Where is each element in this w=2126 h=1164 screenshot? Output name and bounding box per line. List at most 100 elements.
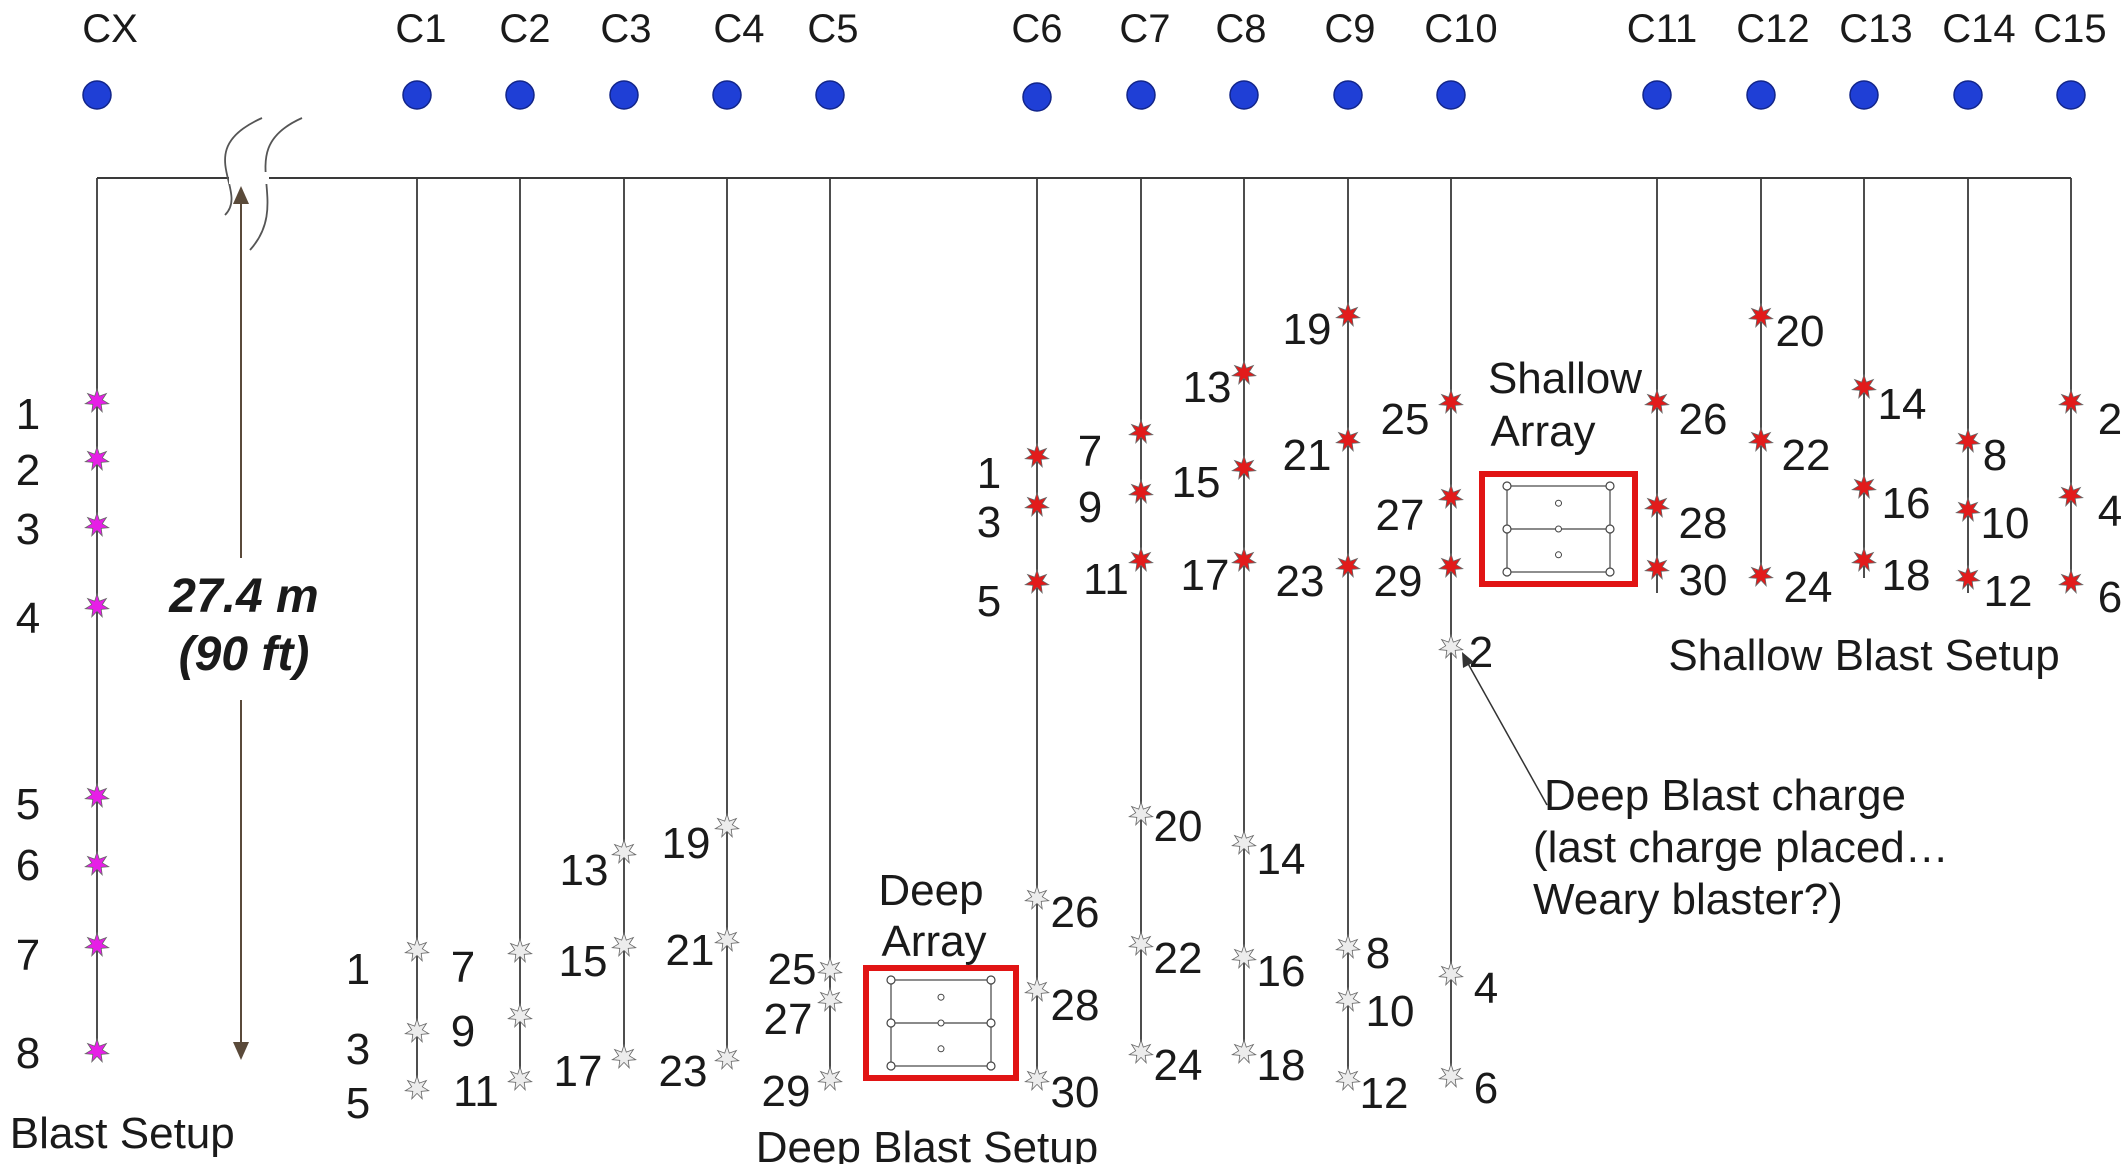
column-label-c9: C9 [1324, 7, 1375, 51]
deep-array-sensor-corner-3 [986, 1018, 996, 1028]
shallow-charge-17 [1231, 546, 1257, 572]
cx-charge-5 [84, 782, 110, 808]
deep-charge-label-24: 24 [1154, 1041, 1203, 1090]
shallow-charge-label-8: 8 [1983, 431, 2007, 480]
cx-charge-3 [84, 511, 110, 537]
shallow-charge-27 [1438, 483, 1464, 509]
deep-charge-12 [1335, 1065, 1361, 1091]
well-dot-c6 [1022, 82, 1052, 112]
deep-charge-29 [817, 1065, 843, 1091]
deep-charge-18 [1231, 1038, 1257, 1064]
shallow-charge-8 [1955, 427, 1981, 453]
deep-charge-3 [404, 1017, 430, 1043]
shallow-charge-label-27: 27 [1376, 491, 1425, 540]
shallow-array-sensor-corner-0 [1502, 481, 1512, 491]
deep-charge-11 [507, 1065, 533, 1091]
shallow-charge-28 [1644, 492, 1670, 518]
cx-charge-label-8: 8 [16, 1029, 40, 1078]
well-dot-c14 [1953, 80, 1983, 110]
shallow-charge-label-13: 13 [1183, 363, 1232, 412]
well-dot-c10 [1436, 80, 1466, 110]
deep-array-sensor-corner-1 [986, 975, 996, 985]
deep-charge-23 [714, 1044, 740, 1070]
deep-charge-9 [507, 1002, 533, 1028]
deep-array-sensor-corner-2 [886, 1018, 896, 1028]
shallow-charge-13 [1231, 359, 1257, 385]
well-dot-c11 [1642, 80, 1672, 110]
cx-charge-6 [84, 850, 110, 876]
charges [84, 301, 2084, 1100]
deep-charge-label-19: 19 [662, 819, 711, 868]
deep-charge-label-12: 12 [1360, 1069, 1409, 1118]
shallow-array-sensor-center-2 [1555, 551, 1562, 559]
shallow-charge-15 [1231, 454, 1257, 480]
cx-charge-1 [84, 387, 110, 413]
deep-charge-25 [817, 956, 843, 982]
well-dot-c15 [2056, 80, 2086, 110]
shallow-charge-label-1: 1 [977, 449, 1001, 498]
deep-charge-label-2: 2 [1469, 628, 1493, 677]
deep-charge-30 [1024, 1065, 1050, 1091]
deep-charge-7 [507, 937, 533, 963]
deep-setup-title: Deep Blast Setup [756, 1123, 1098, 1164]
well-header: CX C1 C2 C3 C4 C5 C6 C7 C8 C9 C10 C11 C12 C13 C14 C15 [82, 7, 2107, 112]
shallow-setup-title: Shallow Blast Setup [1668, 631, 2059, 680]
shallow-charge-24 [1748, 561, 1774, 587]
sensor-arrays [863, 471, 1638, 1081]
shallow-charge-11 [1128, 546, 1154, 572]
deep-charge-label-20: 20 [1154, 802, 1203, 851]
well-dot-c2 [505, 80, 535, 110]
column-label-c6: C6 [1011, 7, 1062, 51]
deep-charge-label-27: 27 [764, 995, 813, 1044]
cx-charge-4 [84, 592, 110, 618]
shallow-array-sensor-corner-3 [1605, 524, 1615, 534]
shallow-charge-label-16: 16 [1882, 479, 1931, 528]
shallow-charge-label-18: 18 [1882, 551, 1931, 600]
shallow-charge-label-25: 25 [1381, 395, 1430, 444]
cx-charge-label-2: 2 [16, 446, 40, 495]
column-label-c4: C4 [713, 7, 764, 51]
column-label-c2: C2 [499, 7, 550, 51]
deep-charge-label-17: 17 [554, 1047, 603, 1096]
shallow-charge-label-4: 4 [2098, 487, 2122, 536]
deep-charge-label-8: 8 [1366, 929, 1390, 978]
shallow-charge-10 [1955, 496, 1981, 522]
callout-line-3: Weary blaster?) [1533, 875, 1843, 924]
shallow-charge-7 [1128, 418, 1154, 444]
cx-charge-label-7: 7 [16, 931, 40, 980]
cx-charge-label-5: 5 [16, 780, 40, 829]
deep-array-label-1: Deep [878, 866, 983, 915]
shallow-array-label-1: Shallow [1488, 354, 1642, 403]
column-label-cx: CX [82, 7, 138, 51]
cx-charge-8 [84, 1037, 110, 1063]
wire-break-gap [229, 172, 269, 184]
shallow-charge-label-26: 26 [1679, 395, 1728, 444]
column-label-c7: C7 [1119, 7, 1170, 51]
deep-charge-17 [611, 1043, 637, 1069]
deep-charge-label-1: 1 [346, 945, 370, 994]
shallow-charge-25 [1438, 388, 1464, 414]
deep-array-sensor-corner-5 [986, 1061, 996, 1071]
deep-charge-24 [1128, 1038, 1154, 1064]
callout-arrowhead [1462, 652, 1474, 668]
shallow-charge-label-5: 5 [977, 577, 1001, 626]
shallow-charge-label-9: 9 [1078, 483, 1102, 532]
shallow-charge-label-14: 14 [1878, 380, 1927, 429]
deep-charge-label-9: 9 [451, 1007, 475, 1056]
well-dot-c9 [1333, 80, 1363, 110]
shallow-charge-20 [1748, 302, 1774, 328]
deep-array-sensor-corner-4 [886, 1061, 896, 1071]
shallow-charge-23 [1335, 552, 1361, 578]
annotations: 27.4 m(90 ft)123456781357911131517192123… [0, 186, 2122, 1164]
column-label-c12: C12 [1736, 7, 1809, 51]
deep-array [863, 965, 1019, 1081]
deep-charge-label-21: 21 [666, 926, 715, 975]
well-dot-c1 [402, 80, 432, 110]
shallow-array-sensor-corner-5 [1605, 567, 1615, 577]
shallow-charge-label-19: 19 [1283, 305, 1332, 354]
deep-charge-8 [1335, 933, 1361, 959]
shallow-charge-label-17: 17 [1181, 551, 1230, 600]
column-label-c5: C5 [807, 7, 858, 51]
shallow-array-sensor-center-1 [1555, 525, 1562, 533]
deep-charge-label-26: 26 [1051, 888, 1100, 937]
